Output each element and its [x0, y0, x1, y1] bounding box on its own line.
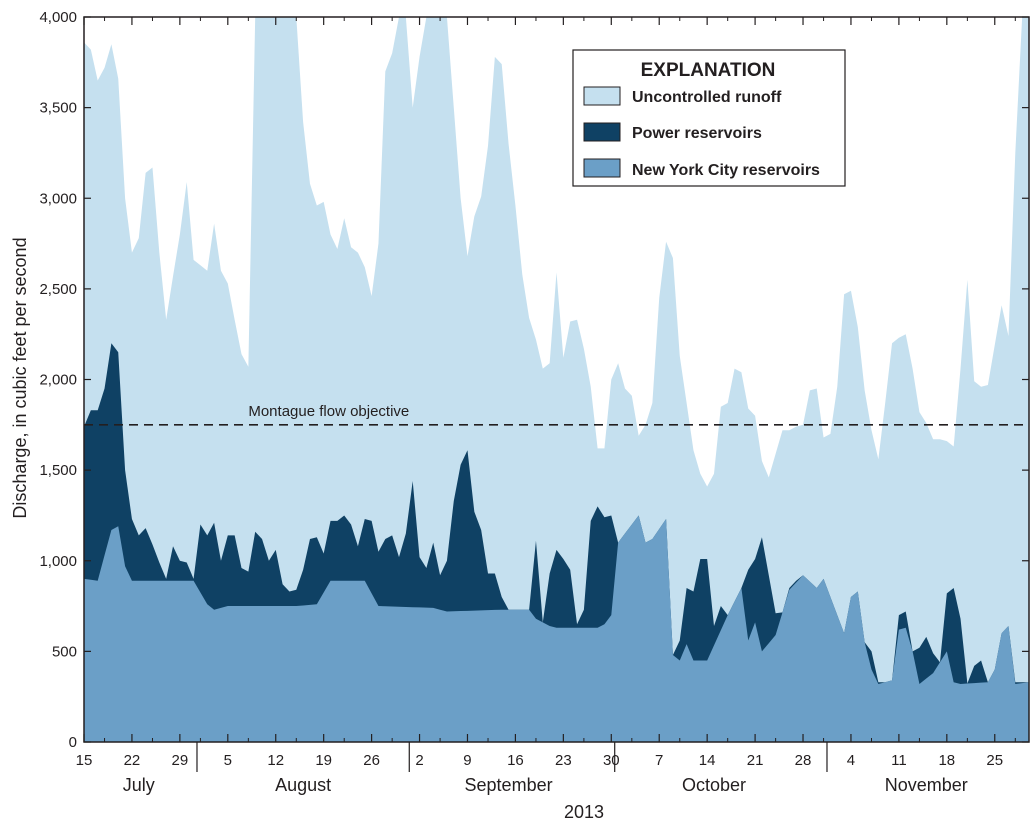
x-tick-label: 4 [847, 752, 855, 769]
montague-flow-objective-label: Montague flow objective [248, 403, 409, 420]
y-tick-label: 1,500 [39, 462, 77, 479]
reference-line-group: Montague flow objective [84, 403, 1029, 426]
x-tick-label: 28 [795, 752, 812, 769]
plot-area [84, 17, 1029, 742]
legend-swatch-new-york-city-reservoirs [583, 158, 621, 178]
x-tick-label: 29 [172, 752, 189, 769]
x-tick-label: 9 [463, 752, 471, 769]
legend-label-uncontrolled-runoff: Uncontrolled runoff [632, 89, 782, 106]
x-tick-label: 19 [315, 752, 332, 769]
y-axis: 0 500 1,000 1,500 2,000 2,500 3,000 3,500 4,000 [39, 9, 1029, 751]
x-tick-label: 11 [891, 752, 907, 769]
x-axis-title: 2013 [564, 802, 604, 822]
x-tick-label: 23 [555, 752, 572, 769]
x-tick-label: 2 [415, 752, 423, 769]
y-tick-label: 500 [52, 643, 77, 660]
legend-label-power-reservoirs: Power reservoirs [632, 125, 762, 142]
month-label: October [682, 775, 746, 795]
x-tick-label: 25 [986, 752, 1003, 769]
legend-title: EXPLANATION [641, 60, 776, 81]
x-tick-label: 5 [224, 752, 232, 769]
y-tick-label: 3,500 [39, 100, 77, 117]
y-tick-label: 4,000 [39, 9, 77, 26]
x-tick-label: 7 [655, 752, 663, 769]
x-tick-label: 21 [747, 752, 764, 769]
x-tick-label: 15 [76, 752, 93, 769]
x-tick-label: 22 [124, 752, 141, 769]
x-tick-label: 30 [603, 752, 620, 769]
y-tick-label: 0 [69, 734, 77, 751]
legend: EXPLANATION Uncontrolled runoff Power re… [572, 49, 846, 187]
legend-swatch-uncontrolled-runoff [583, 86, 621, 106]
x-tick-label: 26 [363, 752, 380, 769]
x-tick-label: 12 [267, 752, 284, 769]
x-tick-label: 14 [699, 752, 716, 769]
month-label: September [465, 775, 553, 795]
legend-swatch-power-reservoirs [583, 122, 621, 142]
month-label: August [275, 775, 331, 795]
y-tick-label: 1,000 [39, 553, 77, 570]
y-tick-label: 2,500 [39, 281, 77, 298]
y-tick-label: 2,000 [39, 372, 77, 389]
legend-label-new-york-city-reservoirs: New York City reservoirs [632, 162, 820, 179]
y-axis-title: Discharge, in cubic feet per second [10, 237, 30, 518]
month-label: July [123, 775, 155, 795]
x-tick-label: 18 [938, 752, 955, 769]
y-tick-label: 3,000 [39, 190, 77, 207]
x-tick-label: 16 [507, 752, 524, 769]
series-area-new-york-city-reservoirs [84, 515, 1029, 742]
month-label: November [885, 775, 968, 795]
